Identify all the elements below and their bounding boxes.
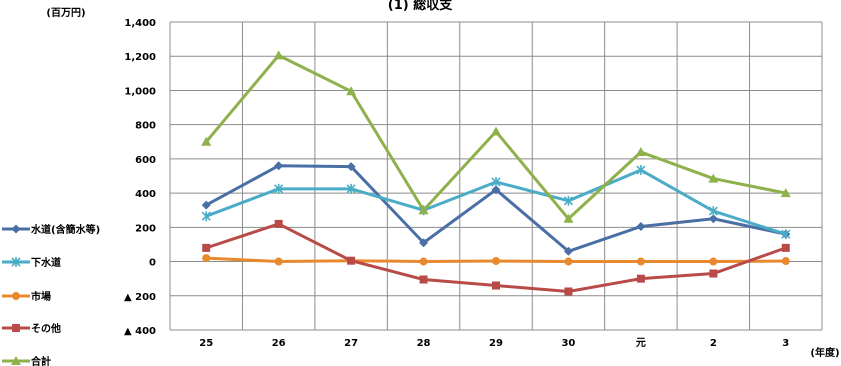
legend-label: 合計	[30, 355, 51, 366]
data-point	[709, 257, 718, 266]
data-point	[781, 257, 790, 266]
y-tick-label: 1,200	[124, 52, 156, 63]
y-axis-ticks: 1,400 1,200 1,000 800 600 400 200 0 ▲ 200 ▲ 400	[124, 18, 156, 337]
data-point	[11, 224, 21, 234]
data-point	[419, 238, 429, 248]
legend-label: 市場	[31, 290, 51, 303]
data-point	[12, 324, 20, 332]
data-point	[708, 214, 718, 224]
data-point	[709, 269, 718, 278]
data-point	[492, 281, 500, 290]
data-point	[419, 275, 428, 284]
y-tick-label: 0	[149, 258, 156, 269]
legend-entry: 市場	[2, 290, 51, 303]
data-point	[201, 200, 211, 210]
data-point	[347, 256, 356, 265]
y-tick-label: ▲ 400	[124, 326, 156, 337]
series	[201, 161, 791, 256]
y-tick-label: ▲ 200	[124, 292, 156, 303]
data-point	[12, 292, 20, 300]
data-point	[491, 185, 501, 195]
x-tick-label: 25	[199, 338, 213, 349]
data-point	[491, 176, 501, 187]
data-point	[346, 162, 356, 172]
y-tick-label: 400	[135, 189, 156, 200]
x-tick-label: 元	[636, 337, 646, 349]
data-point	[563, 195, 574, 206]
data-point	[202, 254, 211, 263]
data-point	[419, 257, 428, 266]
data-point	[491, 126, 501, 136]
data-point	[201, 211, 211, 222]
x-tick-label: 27	[344, 338, 358, 349]
legend-entry: 水道(含簡水等)	[2, 223, 100, 236]
y-tick-label: 1,400	[124, 18, 156, 29]
data-point	[201, 136, 212, 146]
series	[201, 50, 791, 223]
legend-entry: 合計	[2, 355, 51, 366]
x-axis-unit: (年度)	[810, 346, 839, 359]
x-tick-label: 28	[417, 338, 431, 349]
data-point	[635, 147, 646, 157]
data-point	[563, 246, 573, 256]
data-point	[274, 219, 283, 228]
series	[202, 254, 790, 266]
series	[202, 219, 790, 296]
data-point	[781, 229, 791, 240]
data-point	[636, 274, 645, 283]
data-point	[418, 205, 429, 215]
series	[201, 165, 791, 240]
legend-label: 下水道	[31, 256, 61, 269]
data-point	[11, 257, 21, 267]
legend-label: その他	[31, 322, 61, 335]
chart-title: (1) 総収支	[388, 0, 453, 13]
x-tick-label: 29	[489, 338, 503, 349]
data-point	[564, 257, 573, 266]
series-lines	[201, 50, 791, 296]
x-tick-label: 30	[561, 338, 575, 349]
data-point	[636, 257, 645, 266]
data-point	[346, 183, 356, 194]
data-point	[636, 221, 646, 231]
data-point	[636, 165, 646, 176]
y-tick-label: 600	[135, 155, 156, 166]
data-point	[273, 50, 284, 60]
legend-entry: 下水道	[2, 256, 61, 269]
legend-label: 水道(含簡水等)	[30, 223, 100, 236]
x-axis-ticks: 25 26 27 28 29 30 元 2 3	[199, 337, 789, 349]
data-point	[274, 257, 283, 266]
data-point	[563, 213, 574, 223]
data-point	[274, 183, 284, 194]
y-axis-unit: (百万円)	[46, 7, 85, 19]
data-point	[202, 243, 211, 252]
x-tick-label: 3	[782, 338, 789, 349]
y-tick-label: 1,000	[124, 86, 156, 97]
data-point	[780, 188, 791, 198]
data-point	[274, 161, 284, 171]
data-point	[346, 86, 357, 96]
data-point	[781, 243, 790, 252]
data-point	[492, 257, 500, 266]
y-tick-label: 200	[135, 223, 156, 234]
data-point	[564, 287, 573, 296]
series-line	[205, 53, 787, 221]
data-point	[708, 173, 719, 183]
data-point	[11, 356, 21, 365]
x-tick-label: 2	[710, 338, 717, 349]
y-tick-label: 800	[135, 121, 156, 132]
x-tick-label: 26	[272, 338, 286, 349]
legend-entry: その他	[2, 322, 61, 335]
data-point	[708, 206, 718, 217]
